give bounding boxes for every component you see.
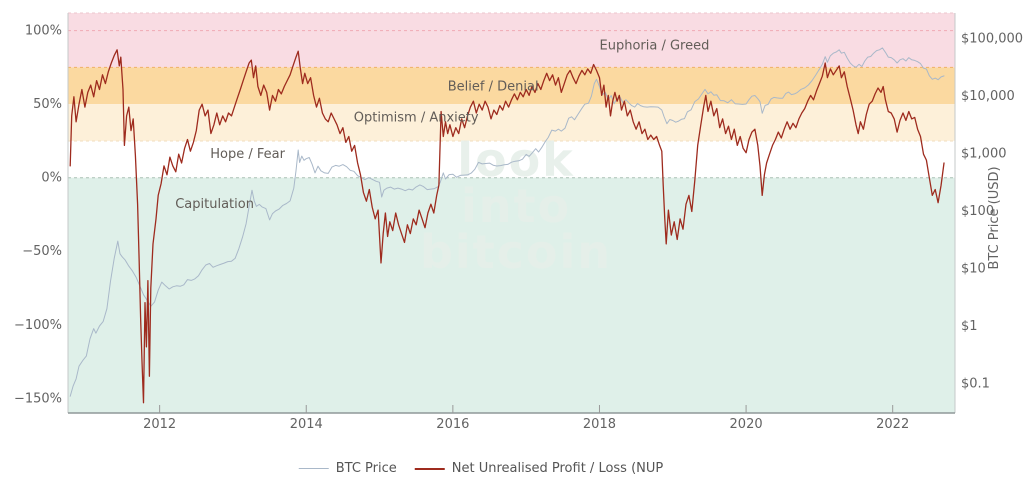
watermark-text: bitcoin <box>420 225 612 279</box>
band-euphoria <box>68 13 955 68</box>
x-tick-label-2012: 2012 <box>143 417 176 432</box>
y-right-tick-label-1000: $1,000 <box>961 146 1007 161</box>
band-optimism <box>68 104 955 141</box>
x-tick-label-2022: 2022 <box>876 417 909 432</box>
zone-label-belief: Belief / Denial <box>448 80 539 95</box>
btc-price-line-swatch <box>298 468 329 469</box>
legend-item-btc-price[interactable]: BTC Price <box>298 461 397 476</box>
legend-label-btc-price: BTC Price <box>335 461 397 476</box>
y-left-tick-label-100: 100% <box>25 24 62 39</box>
zone-label-capitulation: Capitulation <box>175 197 254 212</box>
zone-label-hope: Hope / Fear <box>210 147 285 162</box>
legend-label-nupl: Net Unrealised Profit / Loss (NUP <box>451 461 664 476</box>
x-tick-label-2016: 2016 <box>436 417 469 432</box>
y-right-tick-label-10: $10 <box>961 261 986 276</box>
watermark-text: look <box>457 133 575 187</box>
y-left-tick-label-0: 0% <box>41 171 62 186</box>
chart-legend: BTC Price Net Unrealised Profit / Loss (… <box>298 461 664 476</box>
legend-item-nupl[interactable]: Net Unrealised Profit / Loss (NUP <box>414 461 664 476</box>
y-right-tick-label-100: $100 <box>961 204 994 219</box>
btc-price-line <box>69 47 945 397</box>
y-right-axis-title: BTC Price (USD) <box>987 166 1002 269</box>
zone-label-euphoria: Euphoria / Greed <box>600 38 710 53</box>
y-right-tick-label-10000: $10,000 <box>961 89 1015 104</box>
x-tick-label-2020: 2020 <box>730 417 763 432</box>
y-left-tick-label--100: −100% <box>14 318 62 333</box>
y-right-tick-label-1: $1 <box>961 319 978 334</box>
nupl-line <box>69 49 945 404</box>
y-left-tick-label-50: 50% <box>33 97 62 112</box>
x-tick-label-2018: 2018 <box>583 417 616 432</box>
x-tick-label-2014: 2014 <box>290 417 323 432</box>
band-hope <box>68 140 955 178</box>
y-right-tick-label-0.1: $0.1 <box>961 377 990 392</box>
band-capitulation <box>68 177 955 413</box>
nupl-line-swatch <box>414 467 445 470</box>
watermark-text: into <box>461 179 571 233</box>
zone-label-optimism: Optimism / Anxiety <box>354 110 479 125</box>
y-left-tick-label--150: −150% <box>14 391 62 406</box>
y-right-tick-label-100000: $100,000 <box>961 31 1023 46</box>
y-left-tick-label--50: −50% <box>22 244 62 259</box>
